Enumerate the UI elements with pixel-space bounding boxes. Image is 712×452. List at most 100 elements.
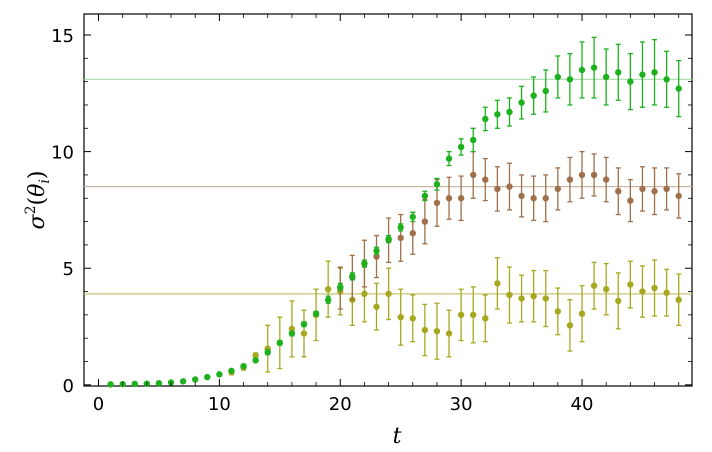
data-point [288, 330, 296, 337]
data-point [494, 280, 501, 287]
data-point [457, 311, 465, 319]
data-point [470, 311, 477, 319]
data-point [554, 73, 562, 81]
y-tick-label-2: 10 [51, 143, 74, 164]
data-point [675, 85, 682, 92]
series-2 [228, 257, 682, 376]
data-marks [107, 36, 682, 388]
data-point [433, 181, 441, 188]
data-point [566, 76, 574, 83]
data-point [639, 288, 646, 295]
data-point [578, 66, 586, 74]
data-point [397, 224, 404, 231]
data-point [602, 176, 610, 183]
data-point [385, 235, 392, 243]
data-point [252, 357, 259, 364]
data-point [445, 330, 453, 337]
data-point [578, 171, 586, 179]
x-tick-label-2: 20 [329, 394, 352, 415]
data-point [457, 143, 465, 151]
data-point [300, 330, 308, 337]
data-point [615, 188, 622, 195]
data-point [627, 281, 634, 288]
data-point [324, 296, 332, 303]
y-tick-label-1: 5 [63, 259, 74, 280]
data-point [518, 192, 525, 200]
y-axis-label-close: ) [25, 171, 50, 180]
plot-frame [83, 13, 693, 387]
data-point [590, 282, 598, 289]
data-point [216, 371, 223, 378]
data-point [240, 362, 247, 370]
y-axis-label-open: ( [25, 197, 50, 206]
series-1 [337, 150, 682, 310]
data-point [155, 380, 163, 387]
data-point [506, 291, 513, 299]
data-point [312, 310, 320, 317]
x-tick-label-4: 40 [571, 394, 594, 415]
data-point [602, 286, 610, 293]
axes: 0 10 20 30 40 0 5 10 15 [51, 14, 692, 415]
y-tick-label-3: 15 [51, 26, 74, 47]
data-point [131, 380, 138, 388]
data-point [409, 230, 416, 237]
data-point [397, 234, 404, 242]
data-point [421, 218, 429, 225]
data-point [578, 310, 586, 317]
data-point [651, 69, 658, 76]
data-point [457, 195, 465, 202]
data-point [385, 290, 392, 298]
data-point [639, 71, 646, 78]
series-0 [107, 36, 682, 388]
x-tick-label-0: 0 [93, 394, 104, 415]
data-point [542, 195, 549, 202]
data-point [615, 297, 622, 305]
data-point [288, 325, 296, 333]
data-point [506, 183, 513, 190]
data-point [602, 73, 610, 81]
data-point [482, 115, 489, 123]
data-point [554, 185, 562, 193]
data-point [663, 185, 670, 193]
data-point [627, 197, 634, 204]
x-axis-label: t [393, 424, 402, 449]
data-point [361, 260, 368, 267]
x-tick-label-1: 10 [208, 394, 231, 415]
data-point [530, 195, 537, 202]
data-point [228, 367, 235, 375]
y-axis-label-sup: 2 [23, 205, 39, 214]
data-point [373, 303, 380, 310]
data-point [107, 381, 114, 388]
data-point [264, 348, 271, 356]
y-axis-label-base: σ [25, 213, 50, 229]
data-point [373, 247, 380, 254]
data-point [675, 296, 682, 303]
data-point [470, 136, 477, 144]
data-point [397, 313, 404, 321]
data-point [337, 283, 344, 291]
data-point [518, 295, 525, 302]
y-axis-label-sub: i [37, 179, 53, 183]
data-point [566, 176, 574, 183]
data-point [409, 315, 416, 322]
data-point [627, 78, 634, 85]
data-point [349, 273, 356, 280]
data-point [663, 76, 670, 83]
data-point [179, 378, 187, 385]
data-point [445, 195, 453, 202]
data-point [470, 171, 477, 179]
data-point [494, 185, 501, 193]
data-point [663, 289, 670, 296]
data-point [651, 188, 658, 195]
x-tick-label-3: 30 [450, 394, 473, 415]
y-axis-label-var: θ [25, 184, 50, 197]
y-tick-label-0: 0 [63, 376, 74, 397]
data-point [300, 320, 308, 328]
data-point [506, 108, 513, 116]
data-point [361, 290, 368, 298]
data-point [482, 176, 489, 183]
data-point [675, 192, 682, 200]
data-point [494, 111, 501, 118]
data-point [554, 308, 562, 315]
data-point [518, 99, 525, 106]
